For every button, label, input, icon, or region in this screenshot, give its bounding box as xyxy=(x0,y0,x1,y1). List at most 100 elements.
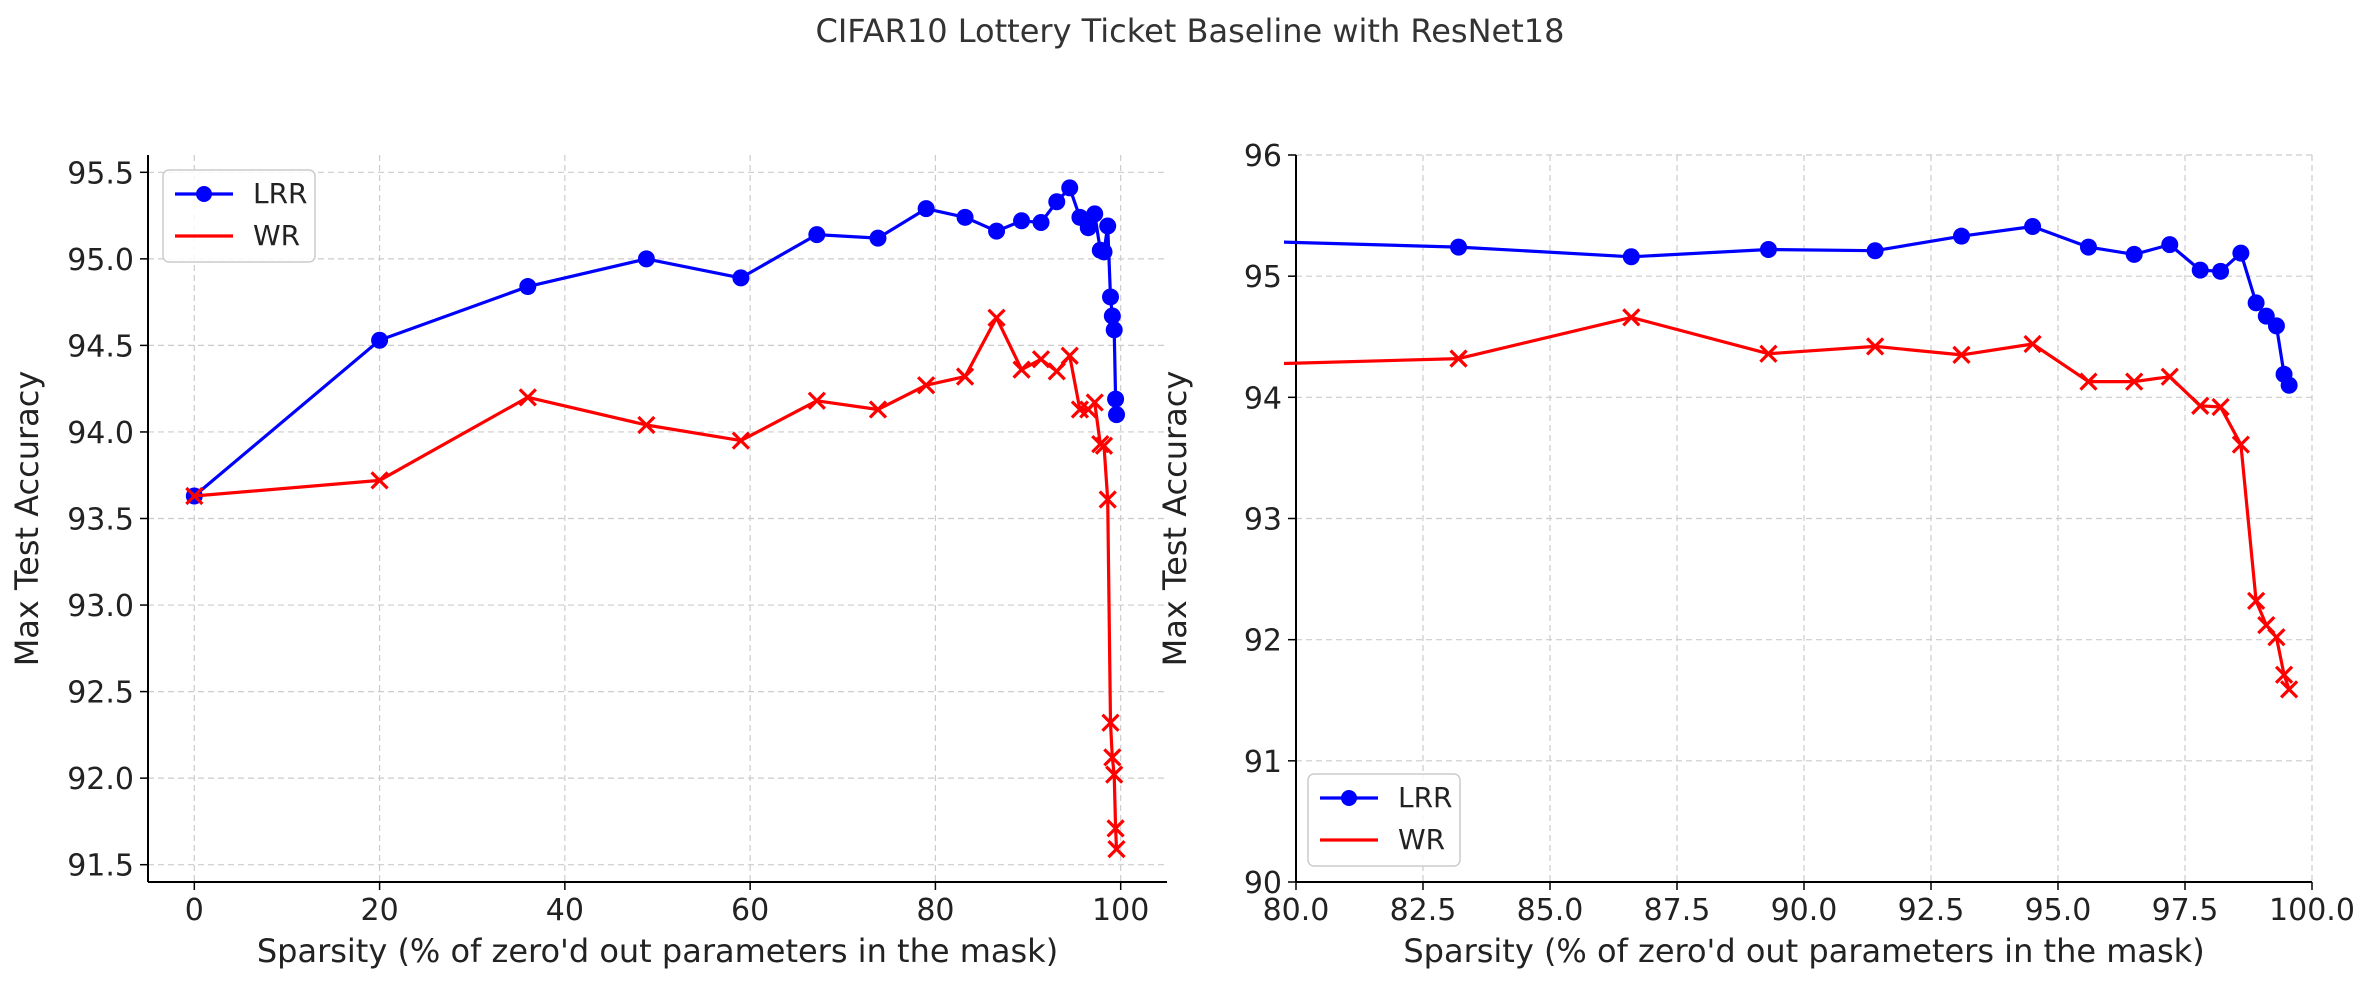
left-legend-lrr-marker xyxy=(196,186,212,202)
right-legend-wr-label: WR xyxy=(1398,823,1445,856)
left-lrr-point xyxy=(808,226,826,244)
left-y-axis-label: Max Test Accuracy xyxy=(8,371,46,667)
left-lrr-point xyxy=(732,269,750,287)
left-wr-point xyxy=(731,431,751,450)
right-wr-point xyxy=(2079,372,2098,391)
right-x-tick-label: 80.0 xyxy=(1263,893,1330,928)
left-y-tick-label: 92.5 xyxy=(67,676,134,711)
left-y-tick-label: 94.0 xyxy=(67,416,134,451)
right-lrr-point xyxy=(2212,262,2230,280)
right-legend-lrr-label: LRR xyxy=(1398,781,1453,814)
right-lrr-point xyxy=(1952,227,1970,245)
left-legend: LRR WR xyxy=(162,169,316,263)
left-wr-point xyxy=(185,486,204,506)
left-lrr-point xyxy=(1095,243,1113,261)
left-lrr-point xyxy=(371,331,389,349)
left-plot-area xyxy=(185,179,1126,859)
right-legend-lrr-marker xyxy=(1341,790,1357,806)
left-y-tick-label: 94.5 xyxy=(67,329,134,364)
left-lrr-point xyxy=(1013,212,1031,230)
left-wr-point xyxy=(1047,362,1066,381)
left-legend-wr-label: WR xyxy=(253,219,300,252)
right-lrr-point xyxy=(1759,241,1777,259)
right-x-tick-label: 95.0 xyxy=(2025,893,2092,928)
left-wr-point xyxy=(807,391,826,410)
left-wr-point xyxy=(1103,748,1122,767)
left-wr-point xyxy=(868,400,888,419)
right-wr-point xyxy=(2267,628,2286,647)
right-y-tick-label: 92 xyxy=(1244,624,1282,659)
left-wr-point xyxy=(1101,713,1120,732)
left-x-tick-label: 0 xyxy=(185,893,204,928)
right-wr-point xyxy=(2160,367,2179,386)
left-wr-point xyxy=(1094,436,1114,455)
left-x-tick-label: 100 xyxy=(1092,893,1149,928)
right-y-tick-label: 95 xyxy=(1244,260,1282,295)
left-lrr-point xyxy=(1079,219,1097,237)
right-y-tick-label: 90 xyxy=(1244,866,1282,901)
left-lrr-point xyxy=(988,222,1006,240)
right-lrr-point xyxy=(2125,245,2143,263)
left-lrr-point xyxy=(1103,307,1121,325)
right-y-tick-label: 93 xyxy=(1244,503,1282,538)
left-lrr-point xyxy=(1099,217,1117,235)
right-lrr-point xyxy=(1866,242,1884,260)
left-lrr-point xyxy=(869,229,887,247)
left-lrr-point xyxy=(917,200,935,218)
right-lrr-point xyxy=(2232,244,2250,262)
left-lrr-point xyxy=(956,208,974,226)
right-lrr-point xyxy=(2191,261,2209,279)
right-wr-point xyxy=(2023,334,2042,354)
right-plot-area xyxy=(1237,217,2299,699)
left-wr-point xyxy=(1098,490,1117,509)
right-wr-point xyxy=(1449,349,1468,368)
left-wr-point xyxy=(518,388,537,407)
right-lrr-point xyxy=(2280,376,2298,394)
right-wr-point xyxy=(2246,591,2266,611)
left-wr-point xyxy=(637,415,656,435)
right-y-axis-label: Max Test Accuracy xyxy=(1156,371,1194,667)
right-wr-point xyxy=(1759,344,1778,363)
left-x-axis-label: Sparsity (% of zero'd out parameters in … xyxy=(257,932,1058,970)
right-lrr-point xyxy=(1622,248,1640,266)
right-wr-point xyxy=(2280,680,2299,699)
left-wr-point xyxy=(1085,393,1104,412)
left-wr-point xyxy=(1060,346,1079,365)
left-wr-point xyxy=(1031,350,1051,369)
right-x-tick-label: 92.5 xyxy=(1898,893,1965,928)
right-wr-point xyxy=(2125,372,2144,391)
right-x-tick-label: 97.5 xyxy=(2152,893,2219,928)
left-wr-point xyxy=(1070,400,1090,419)
right-wr-point xyxy=(1237,357,1253,373)
right-lrr-point xyxy=(1237,233,1254,250)
right-y-tick-label: 91 xyxy=(1244,745,1282,780)
left-lrr-point xyxy=(637,250,655,268)
left-lrr-point xyxy=(1032,214,1050,232)
left-lrr-point xyxy=(1061,179,1079,197)
left-wr-point xyxy=(1106,819,1125,838)
right-lrr-point xyxy=(2161,236,2179,254)
right-wr-point xyxy=(2274,665,2294,684)
right-x-tick-label: 85.0 xyxy=(1517,893,1584,928)
left-lrr-point xyxy=(1105,321,1123,339)
left-legend-lrr-label: LRR xyxy=(253,177,308,210)
right-wr-point xyxy=(1622,308,1641,327)
right-lrr-point xyxy=(2267,317,2285,335)
left-lrr-point xyxy=(519,278,537,296)
left-lrr-point xyxy=(1108,406,1126,424)
right-x-tick-label: 87.5 xyxy=(1644,893,1711,928)
right-wr-point xyxy=(2231,435,2251,454)
left-lrr-point xyxy=(1048,193,1066,211)
right-y-tick-label: 94 xyxy=(1244,381,1282,416)
right-wr-line xyxy=(1284,315,2291,690)
left-y-tick-label: 91.5 xyxy=(67,849,134,884)
right-y-tick-label: 96 xyxy=(1244,139,1282,174)
left-wr-point xyxy=(1012,360,1031,379)
left-wr-point xyxy=(987,308,1006,327)
right-wr-point xyxy=(1952,345,1971,365)
left-wr-point xyxy=(1105,765,1124,784)
left-wr-point xyxy=(370,471,389,490)
right-lrr-point xyxy=(1450,238,1468,256)
left-y-tick-label: 95.0 xyxy=(67,243,134,278)
